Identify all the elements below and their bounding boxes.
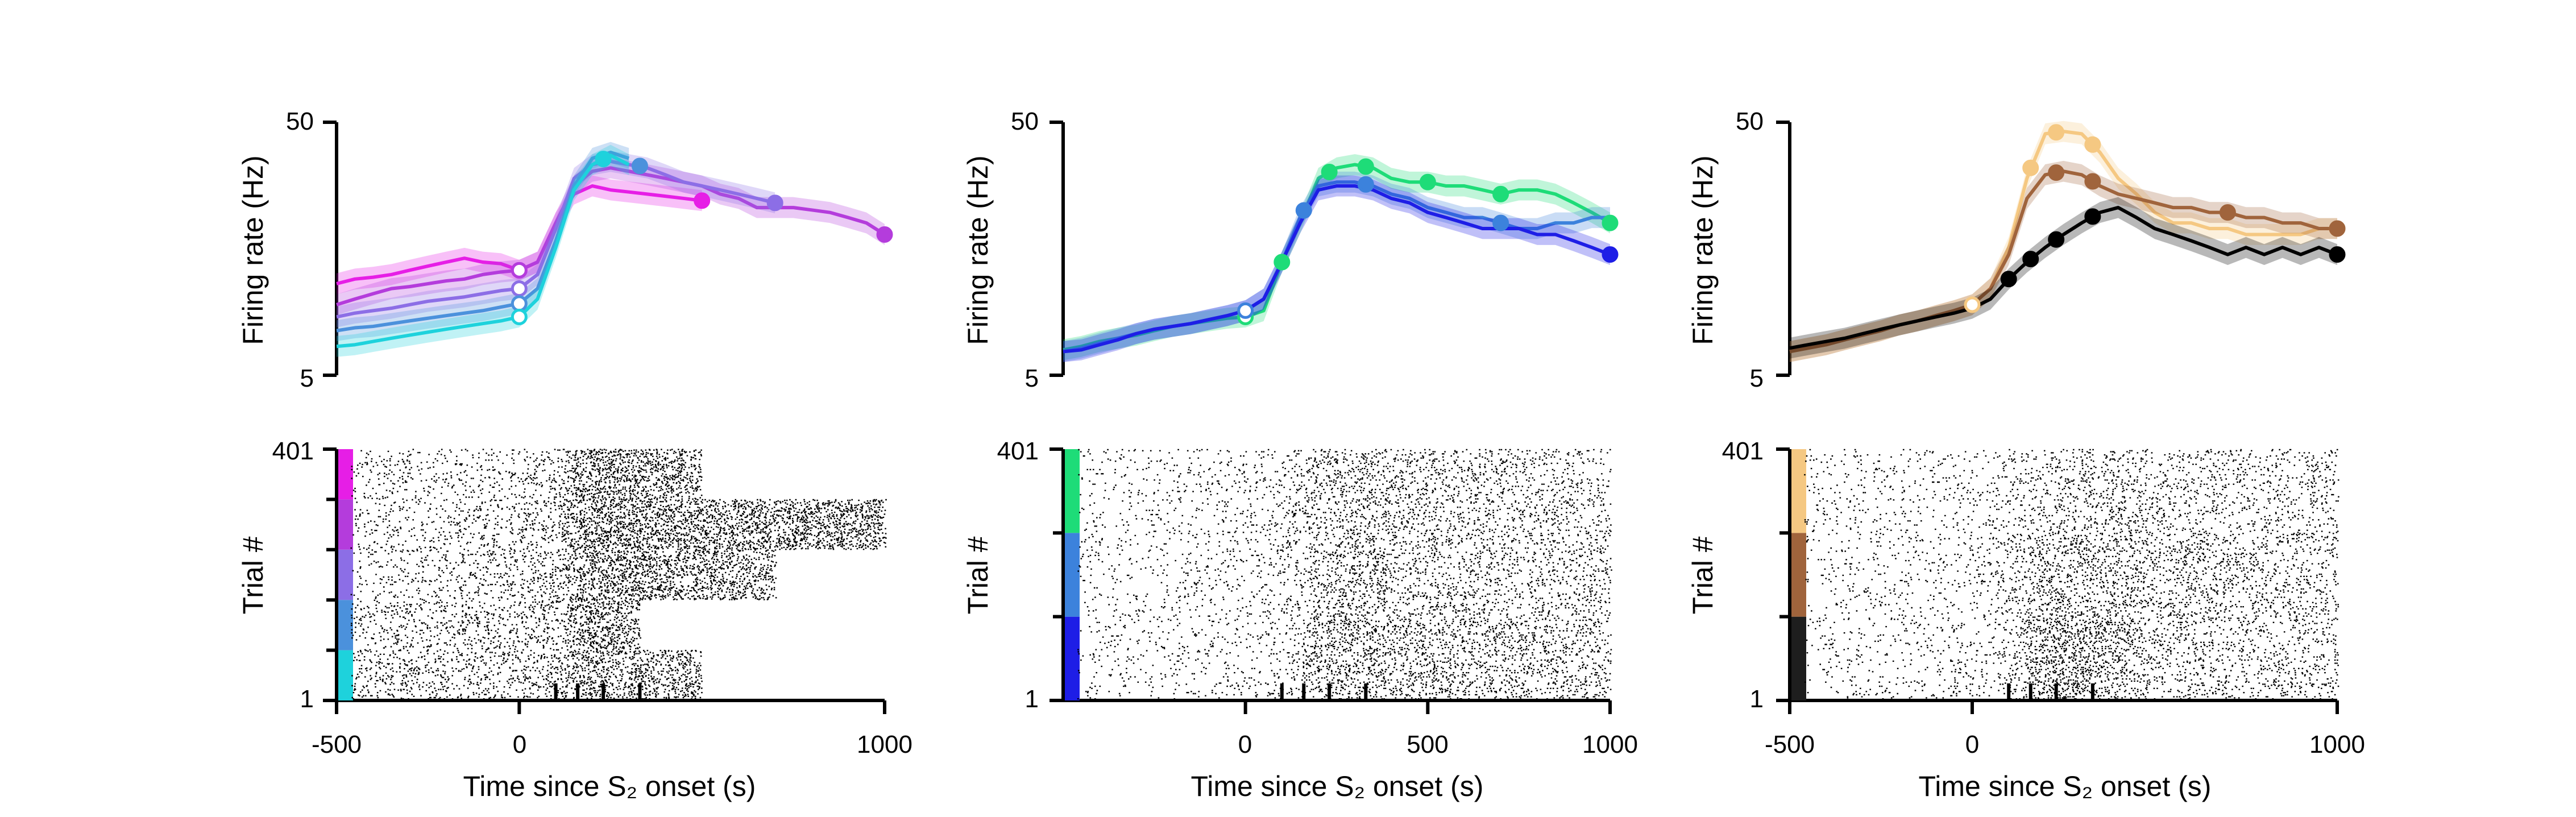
raster-condition-strip-1 [1791, 533, 1806, 617]
rate-marker-open-2 [511, 262, 528, 279]
raster-condition-strip-0 [1065, 616, 1080, 700]
raster-xtick-middle-1: 500 [1407, 731, 1448, 758]
raster-ylabel-left: Trial # [237, 536, 269, 614]
rate-ytick-50-left: 50 [286, 107, 314, 135]
rate-band-series-2 [1063, 175, 1610, 362]
rate-line-series-2 [336, 159, 775, 319]
rate-line-series-2 [1063, 184, 1611, 354]
raster-ytick-401-right: 401 [1722, 437, 1764, 465]
rate-marker-filled-5 [2048, 164, 2065, 181]
rate-marker-filled-13 [2329, 246, 2346, 263]
raster-xtick-left-0: -500 [312, 731, 362, 758]
raster-spikes [350, 449, 887, 701]
raster-xtick-left-1: 0 [513, 731, 526, 758]
rate-line-series-2 [1789, 206, 2338, 350]
rate-marker-filled-2 [1321, 163, 1338, 180]
raster-xlabel-left: Time since S₂ onset (s) [463, 770, 756, 802]
rate-marker-filled-5 [1492, 185, 1509, 202]
rate-ytick-5-middle: 5 [1025, 364, 1039, 392]
rate-marker-filled-5 [766, 194, 783, 211]
rate-marker-open-6 [511, 295, 528, 312]
raster-xtick-middle-2: 1000 [1582, 731, 1638, 758]
raster-xtick-right-1: 0 [1965, 731, 1979, 758]
rate-marker-filled-10 [1492, 214, 1509, 231]
rate-marker-filled-3 [876, 226, 893, 243]
raster-condition-strip-2 [1791, 449, 1806, 533]
rate-ytick-50-middle: 50 [1011, 107, 1039, 135]
raster-xlabel-middle: Time since S₂ onset (s) [1191, 770, 1484, 802]
rate-marker-filled-1 [1274, 254, 1291, 271]
rate-marker-filled-11 [1602, 246, 1619, 263]
raster-xtick-right-0: -500 [1765, 731, 1815, 758]
raster-left [323, 447, 887, 714]
rate-marker-filled-6 [2084, 173, 2101, 190]
rate-marker-filled-3 [2084, 136, 2101, 153]
rate-line-series-3 [336, 151, 630, 333]
panel-right: Firing rate (Hz) 5 50 Trial # 1 401 -500… [1687, 107, 2365, 802]
rate-ytick-5-right: 5 [1750, 364, 1764, 392]
rate-marker-filled-11 [2048, 231, 2065, 248]
rate-plot-middle [1050, 121, 1619, 377]
rate-marker-open-4 [511, 280, 528, 297]
raster-condition-strip-0 [338, 650, 353, 700]
raster-spikes [1077, 449, 1612, 701]
raster-xlabel-right: Time since S₂ onset (s) [1919, 770, 2212, 802]
rate-ylabel-left: Firing rate (Hz) [237, 155, 269, 345]
raster-middle [1050, 447, 1612, 714]
rate-marker-open-8 [511, 308, 528, 325]
raster-right [1776, 447, 2339, 714]
rate-marker-filled-12 [2084, 208, 2101, 225]
raster-ytick-1-left: 1 [300, 685, 314, 713]
raster-condition-strip-1 [338, 600, 353, 650]
rate-line-series-1 [336, 166, 886, 306]
raster-condition-strip-3 [338, 499, 353, 550]
raster-xtick-left-2: 1000 [857, 731, 912, 758]
panel-left: Firing rate (Hz) 5 50 Trial # 1 401 -500… [237, 107, 912, 802]
raster-ytick-1-right: 1 [1750, 685, 1764, 713]
rate-marker-filled-6 [1602, 214, 1619, 231]
rate-marker-filled-7 [2219, 204, 2236, 221]
rate-marker-filled-1 [2022, 159, 2039, 176]
rate-marker-filled-9 [595, 151, 612, 168]
raster-spikes [1804, 449, 2339, 701]
rate-plot-right [1776, 121, 2346, 377]
raster-condition-strip-2 [338, 549, 353, 600]
raster-ytick-401-left: 401 [272, 437, 314, 465]
rate-ylabel-middle: Firing rate (Hz) [962, 155, 994, 345]
raster-xtick-right-2: 1000 [2309, 731, 2365, 758]
raster-condition-strip-4 [338, 449, 353, 500]
rate-marker-filled-3 [1357, 158, 1374, 175]
rate-marker-open-7 [1237, 302, 1254, 319]
rate-marker-filled-8 [1295, 202, 1312, 219]
rate-marker-filled-9 [1357, 176, 1374, 193]
rate-ytick-5-left: 5 [300, 364, 314, 392]
rate-marker-filled-4 [1419, 173, 1436, 190]
rate-marker-filled-1 [694, 192, 711, 209]
rate-marker-filled-9 [2000, 271, 2017, 288]
raster-ylabel-right: Trial # [1687, 536, 1719, 614]
raster-condition-strip-1 [1065, 533, 1080, 617]
raster-ylabel-middle: Trial # [962, 536, 994, 614]
rate-ytick-50-right: 50 [1736, 107, 1764, 135]
raster-ytick-401-middle: 401 [997, 437, 1039, 465]
raster-ytick-1-middle: 1 [1025, 685, 1039, 713]
panel-middle: Firing rate (Hz) 5 50 Trial # 1 401 0 50… [962, 107, 1638, 802]
raster-condition-strip-2 [1065, 449, 1080, 533]
rate-marker-open-0 [1964, 296, 1981, 313]
rate-marker-filled-10 [2022, 251, 2039, 268]
rate-marker-filled-8 [2329, 220, 2346, 237]
rate-marker-filled-2 [2048, 124, 2065, 141]
raster-condition-strip-0 [1791, 616, 1806, 700]
rate-line-series-4 [336, 154, 630, 349]
raster-xtick-middle-0: 0 [1238, 731, 1252, 758]
rate-ylabel-right: Firing rate (Hz) [1687, 155, 1719, 345]
rate-marker-filled-7 [631, 157, 648, 175]
rate-plot-left [323, 121, 893, 377]
